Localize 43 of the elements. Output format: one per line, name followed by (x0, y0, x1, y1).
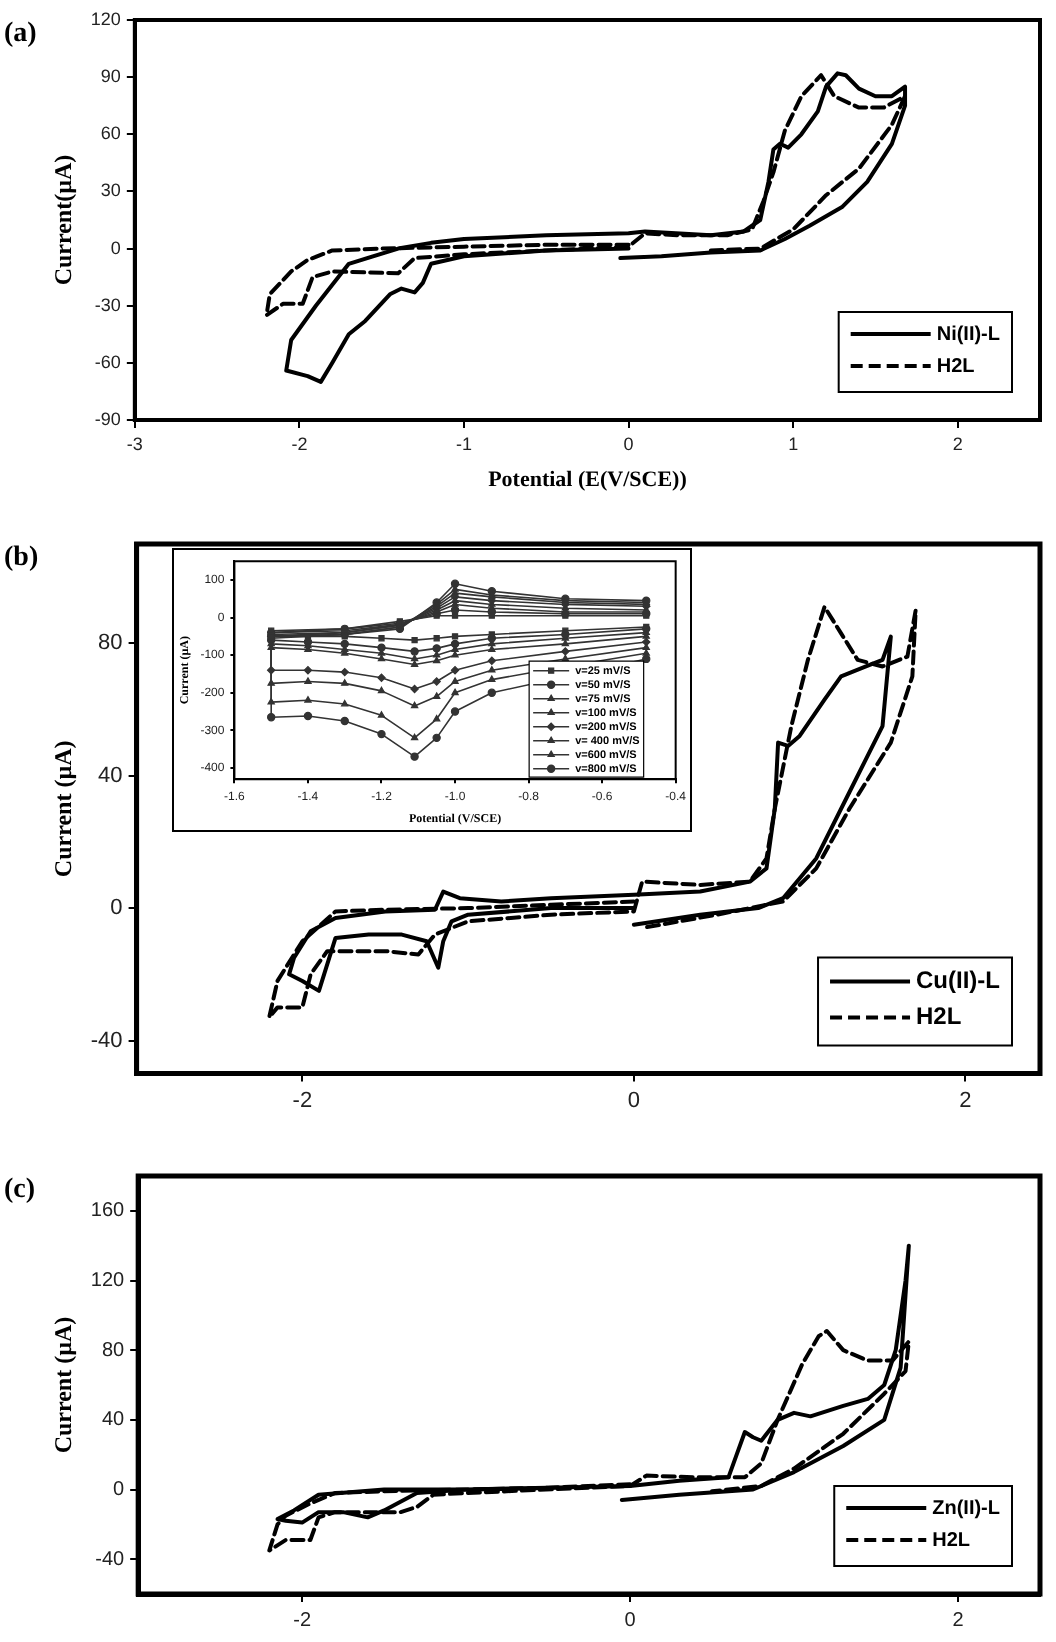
y-tick-label: -60 (94, 351, 121, 372)
y-tick-label: 80 (101, 1339, 126, 1362)
y-tick-label: 30 (100, 180, 121, 201)
chart-title: (b) (4, 543, 39, 574)
x-tick-label: 0 (627, 1088, 641, 1113)
chart-title: (c) (4, 1175, 36, 1206)
x-tick-label: 2 (952, 1609, 965, 1632)
x-tick-label: 2 (959, 1088, 972, 1113)
x-tick-label: -1 (455, 433, 472, 454)
legend-label: Ni(II)-L (936, 323, 1000, 346)
y-tick-label: 120 (90, 8, 121, 29)
legend-label: Zn(II)-L (932, 1497, 1001, 1520)
x-tick-label: 0 (624, 1609, 637, 1632)
y-tick-label: -90 (94, 408, 121, 429)
legend-label: Cu(II)-L (916, 966, 1000, 995)
y-tick-label: -40 (90, 1028, 123, 1053)
x-tick-label: 1 (788, 433, 799, 454)
x-tick-label: 2 (952, 433, 963, 454)
y-axis-title: Current (µA) (48, 740, 77, 878)
y-tick-label: -40 (95, 1548, 126, 1571)
y-tick-label: 80 (98, 631, 123, 656)
y-axis-title: Current (µA) (48, 1316, 77, 1454)
y-tick-label: 40 (101, 1409, 126, 1432)
x-axis-title: Potential (E(V/SCE)) (488, 468, 688, 493)
x-tick-label: -3 (126, 433, 143, 454)
x-tick-label: -2 (292, 1088, 313, 1113)
y-tick-label: 0 (113, 1479, 126, 1501)
x-tick-label: -2 (291, 433, 308, 454)
y-tick-label: 120 (90, 1270, 126, 1292)
legend-label: H2L (916, 1002, 962, 1031)
y-axis-title: Current(µA) (48, 154, 77, 286)
y-tick-label: 40 (98, 763, 123, 788)
y-tick-label: 0 (110, 896, 123, 921)
y-tick-label: 60 (100, 123, 121, 144)
legend-label: H2L (932, 1529, 971, 1552)
y-tick-label: -30 (94, 294, 121, 315)
chart-title: (a) (4, 19, 38, 50)
y-tick-label: 90 (100, 66, 121, 87)
y-tick-label: 0 (110, 237, 121, 258)
y-tick-label: 160 (90, 1200, 126, 1223)
x-tick-label: -2 (293, 1609, 312, 1632)
legend-label: H2L (936, 355, 975, 378)
x-tick-label: 0 (623, 433, 634, 454)
